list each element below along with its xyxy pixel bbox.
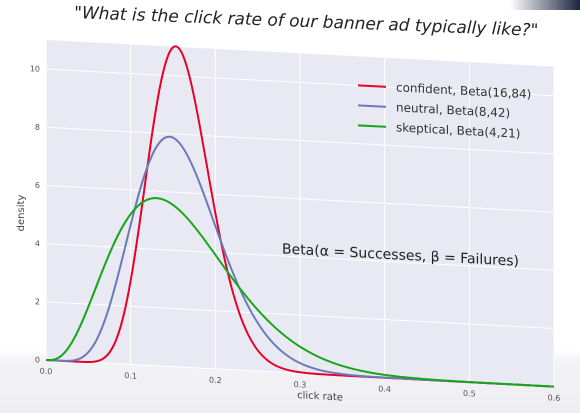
y-gridline-5 [46, 68, 554, 97]
series-lines [45, 45, 554, 388]
corner-decoration [510, 0, 580, 10]
y-tick-label-4: 8 [35, 123, 40, 132]
x-axis-label: click rate [297, 390, 343, 403]
x-tick-label-0: 0.0 [40, 367, 53, 377]
y-tick-label-3: 6 [35, 181, 40, 190]
y-tick-label-1: 2 [35, 297, 40, 306]
x-tick-label-3: 0.3 [294, 380, 307, 390]
legend-label-1: neutral, Beta(8,42) [396, 100, 510, 120]
y-tick-label-2: 4 [35, 239, 40, 248]
y-tick-labels: 0 2 4 6 8 10 [30, 64, 40, 364]
y-gridline-3 [46, 184, 554, 213]
y-gridline-1 [46, 301, 554, 329]
x-tick-label-6: 0.6 [548, 393, 561, 403]
x-tick-label-1: 0.1 [124, 371, 137, 381]
x-tick-label-2: 0.2 [209, 376, 222, 386]
chart-title: "What is the click rate of our banner ad… [74, 3, 539, 41]
legend-swatch-2 [358, 124, 386, 128]
legend-swatch-0 [358, 84, 386, 88]
y-gridline-4 [46, 126, 554, 155]
y-axis-label: density [16, 195, 27, 232]
x-tick-label-4: 0.4 [378, 384, 391, 394]
legend-label-2: skeptical, Beta(4,21) [396, 120, 520, 141]
x-tick-label-5: 0.5 [463, 389, 476, 399]
y-tick-label-0: 0 [35, 355, 40, 364]
series-line-2 [45, 197, 554, 388]
y-gridline-2 [46, 243, 554, 271]
x-tick-labels: 0.0 0.1 0.2 0.3 0.4 0.5 0.6 [40, 367, 561, 403]
y-tick-label-5: 10 [30, 64, 40, 74]
legend-swatch-1 [358, 104, 386, 108]
legend: confident, Beta(16,84)neutral, Beta(8,42… [358, 80, 531, 141]
